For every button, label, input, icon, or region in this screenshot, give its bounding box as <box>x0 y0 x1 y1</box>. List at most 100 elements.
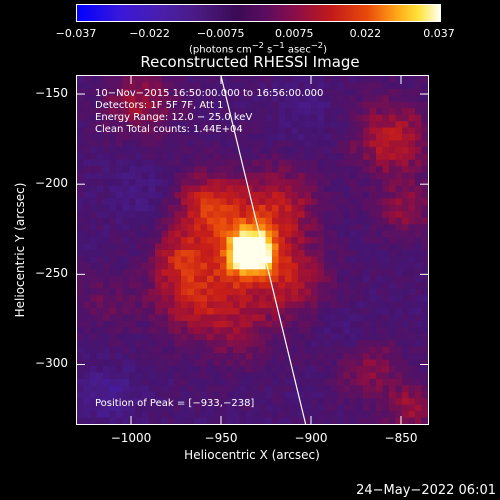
heatmap-cell <box>83 346 91 354</box>
heatmap-cell <box>96 398 104 406</box>
heatmap-cell <box>187 353 195 361</box>
heatmap-cell <box>187 108 195 116</box>
heatmap-cell <box>265 82 273 90</box>
heatmap-cell <box>220 295 228 303</box>
heatmap-cell <box>168 211 176 219</box>
heatmap-cell <box>278 127 286 135</box>
heatmap-cell <box>291 230 299 238</box>
heatmap-cell <box>187 237 195 245</box>
heatmap-cell <box>389 230 397 238</box>
heatmap-cell <box>415 243 423 251</box>
heatmap-cell <box>142 269 150 277</box>
heatmap-cell <box>148 172 156 180</box>
heatmap-cell <box>259 295 267 303</box>
heatmap-cell <box>311 333 319 341</box>
heatmap-cell <box>311 398 319 406</box>
heatmap-cell <box>369 146 377 154</box>
heatmap-cell <box>83 204 91 212</box>
heatmap-cell <box>337 159 345 167</box>
heatmap-cell <box>116 179 124 187</box>
heatmap-cell <box>343 76 351 84</box>
heatmap-cell <box>207 159 215 167</box>
heatmap-cell <box>174 359 182 367</box>
heatmap-cell <box>142 320 150 328</box>
heatmap-cell <box>129 282 137 290</box>
heatmap-cell <box>83 121 91 129</box>
heatmap-cell <box>317 211 325 219</box>
heatmap-cell <box>369 256 377 264</box>
heatmap-cell <box>369 275 377 283</box>
heatmap-cell <box>343 88 351 96</box>
heatmap-cell <box>291 372 299 380</box>
heatmap-cell <box>233 211 241 219</box>
heatmap-cell <box>382 359 390 367</box>
heatmap-cell <box>246 172 254 180</box>
heatmap-cell <box>350 372 358 380</box>
heatmap-cell <box>317 275 325 283</box>
heatmap-cell <box>363 288 371 296</box>
heatmap-cell <box>304 256 312 264</box>
heatmap-cell <box>142 76 150 84</box>
heatmap-cell <box>207 282 215 290</box>
heatmap-cell <box>103 366 111 374</box>
heatmap-cell <box>233 88 241 96</box>
heatmap-cell <box>259 108 267 116</box>
heatmap-cell <box>337 82 345 90</box>
heatmap-cell <box>337 88 345 96</box>
heatmap-cell <box>226 153 234 161</box>
heatmap-cell <box>135 282 143 290</box>
heatmap-cell <box>259 179 267 187</box>
heatmap-cell <box>324 372 332 380</box>
heatmap-cell <box>129 385 137 393</box>
heatmap-cell <box>122 333 130 341</box>
heatmap-cell <box>96 385 104 393</box>
heatmap-cell <box>187 192 195 200</box>
heatmap-cell <box>382 179 390 187</box>
heatmap-cell <box>363 230 371 238</box>
heatmap-cell <box>265 192 273 200</box>
heatmap-cell <box>298 385 306 393</box>
heatmap-cell <box>330 269 338 277</box>
heatmap-cell <box>116 198 124 206</box>
heatmap-cell <box>148 308 156 316</box>
heatmap-cell <box>265 153 273 161</box>
heatmap-cell <box>272 250 280 258</box>
heatmap-cell <box>402 76 410 84</box>
heatmap-cell <box>155 340 163 348</box>
heatmap-cell <box>265 320 273 328</box>
heatmap-cell <box>337 146 345 154</box>
heatmap-cell <box>376 269 384 277</box>
heatmap-cell <box>317 250 325 258</box>
heatmap-cell <box>343 372 351 380</box>
heatmap-cell <box>356 204 364 212</box>
heatmap-cell <box>259 288 267 296</box>
heatmap-cell <box>239 404 247 412</box>
heatmap-cell <box>129 378 137 386</box>
heatmap-cell <box>395 314 403 322</box>
heatmap-cell <box>421 275 428 283</box>
heatmap-cell <box>239 301 247 309</box>
heatmap-cell <box>109 340 117 348</box>
heatmap-cell <box>109 404 117 412</box>
heatmap-cell <box>181 146 189 154</box>
heatmap-cell <box>285 108 293 116</box>
heatmap-cell <box>369 192 377 200</box>
heatmap-cell <box>337 353 345 361</box>
heatmap-cell <box>291 314 299 322</box>
heatmap-cell <box>298 140 306 148</box>
heatmap-cell <box>382 217 390 225</box>
heatmap-cell <box>311 243 319 251</box>
heatmap-cell <box>395 76 403 84</box>
heatmap-cell <box>135 185 143 193</box>
heatmap-cell <box>298 366 306 374</box>
heatmap-cell <box>148 108 156 116</box>
heatmap-cell <box>272 340 280 348</box>
heatmap-cell <box>213 385 221 393</box>
heatmap-cell <box>252 314 260 322</box>
heatmap-cell <box>181 192 189 200</box>
heatmap-cell <box>213 166 221 174</box>
heatmap-cell <box>376 127 384 135</box>
heatmap-cell <box>298 127 306 135</box>
heatmap-cell <box>194 269 202 277</box>
heatmap-cell <box>324 198 332 206</box>
